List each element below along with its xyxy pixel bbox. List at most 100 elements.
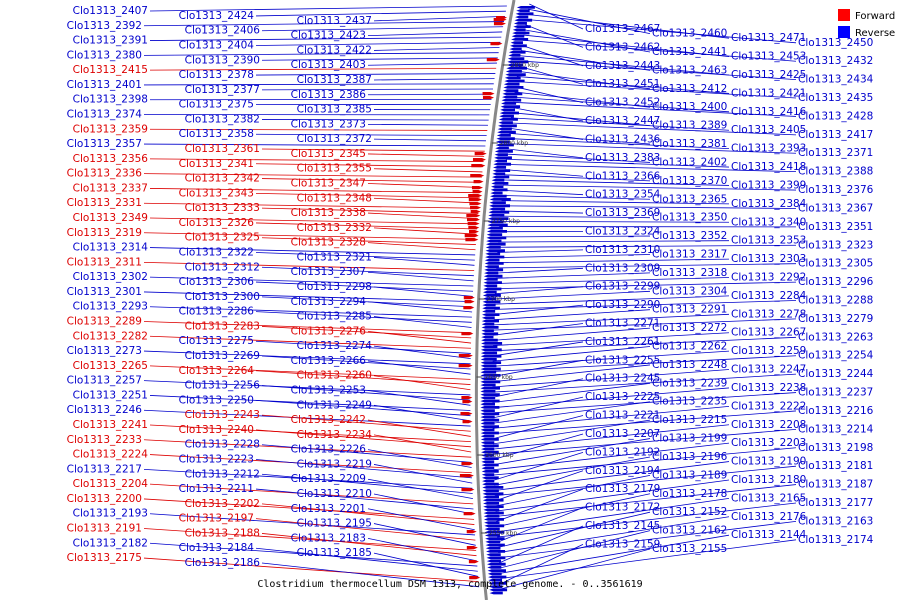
label-leader <box>508 138 730 150</box>
kbp-label: 2700 kbp <box>487 296 515 303</box>
label-leader <box>513 96 730 113</box>
label-leader <box>516 81 797 99</box>
reverse-gene-feature <box>490 194 507 198</box>
reverse-gene-feature <box>487 569 507 572</box>
gene-label: Clo1313_2298 <box>297 281 372 293</box>
reverse-gene-feature <box>483 281 502 284</box>
forward-gene-feature <box>470 210 481 214</box>
reverse-gene-feature <box>484 524 505 528</box>
gene-label: Clo1313_2250 <box>179 394 254 406</box>
gene-label: Clo1313_2202 <box>185 498 260 510</box>
gene-label: Clo1313_2403 <box>291 59 366 71</box>
reverse-gene-feature <box>485 537 505 540</box>
reverse-gene-feature <box>483 278 498 281</box>
gene-label: Clo1313_2349 <box>73 212 148 224</box>
reverse-gene-feature <box>515 15 529 19</box>
reverse-gene-feature <box>499 114 514 118</box>
gene-label: Clo1313_2266 <box>291 355 367 367</box>
gene-label: Clo1313_2159 <box>585 538 660 550</box>
reverse-gene-feature <box>489 201 506 204</box>
gene-features <box>458 6 535 595</box>
gene-label: Clo1313_2323 <box>798 239 873 251</box>
reverse-gene-feature <box>482 303 496 307</box>
label-leader <box>503 179 730 186</box>
reverse-gene-feature <box>484 521 500 524</box>
label-leader <box>493 304 584 315</box>
gene-label: Clo1313_2373 <box>291 118 366 130</box>
label-leader <box>498 240 730 243</box>
gene-label: Clo1313_2399 <box>731 179 806 191</box>
gene-label: Clo1313_2289 <box>67 316 142 328</box>
label-leader <box>519 60 797 81</box>
gene-label: Clo1313_2425 <box>731 69 806 81</box>
legend: Forward Reverse <box>838 9 895 39</box>
label-leader <box>492 415 584 440</box>
label-leader <box>367 153 485 157</box>
label-leader <box>494 456 651 486</box>
reverse-gene-feature <box>513 25 531 28</box>
gene-label: Clo1313_2247 <box>731 364 806 376</box>
genome-axis: 2850 kbp 2800 kbp 2750 kbp 2700 kbp 2650 kbp… <box>474 0 539 600</box>
label-leader <box>506 148 584 159</box>
gene-label: Clo1313_2325 <box>185 232 260 244</box>
label-leader <box>493 313 730 326</box>
reverse-gene-feature <box>506 63 524 67</box>
label-leader <box>493 447 797 476</box>
gene-label: Clo1313_2309 <box>585 262 660 274</box>
gene-label: Clo1313_2354 <box>585 189 661 201</box>
reverse-gene-feature <box>480 364 497 368</box>
label-leader <box>261 119 489 121</box>
forward-gene-feature <box>473 180 484 184</box>
gene-label: Clo1313_2366 <box>585 170 661 182</box>
forward-gene-feature <box>472 190 483 194</box>
reverse-gene-feature <box>483 511 504 515</box>
reverse-gene-feature <box>480 441 495 444</box>
reverse-gene-feature <box>480 434 495 438</box>
label-leader <box>493 438 651 466</box>
gene-label: Clo1313_2248 <box>652 359 727 371</box>
label-leader <box>149 454 472 474</box>
reverse-gene-feature <box>480 428 495 432</box>
reverse-gene-feature <box>481 338 498 342</box>
gene-label: Clo1313_2303 <box>731 253 806 265</box>
label-leader <box>255 133 487 137</box>
gene-label: Clo1313_2341 <box>179 158 254 170</box>
map-caption: Clostridium thermocellum DSM 1313, compl… <box>257 579 642 590</box>
label-leader <box>149 424 471 443</box>
label-leader <box>492 410 797 434</box>
forward-gene-feature <box>463 512 476 516</box>
label-leader <box>497 507 584 543</box>
gene-label: Clo1313_2317 <box>652 248 727 260</box>
reverse-gene-feature <box>491 185 504 188</box>
gene-label: Clo1313_2290 <box>585 299 660 311</box>
forward-gene-feature <box>471 186 483 190</box>
gene-label: Clo1313_2222 <box>731 400 806 412</box>
gene-label: Clo1313_2300 <box>185 291 260 303</box>
reverse-gene-feature <box>481 326 499 329</box>
gene-label: Clo1313_2197 <box>179 513 254 525</box>
reverse-gene-feature <box>482 297 497 300</box>
label-leader <box>373 552 479 577</box>
label-leader <box>261 207 479 214</box>
gene-label: Clo1313_2178 <box>652 488 727 500</box>
reverse-gene-feature <box>491 182 509 185</box>
label-leader <box>143 350 471 365</box>
gene-label: Clo1313_2375 <box>179 99 254 111</box>
gene-label: Clo1313_2184 <box>179 542 255 554</box>
label-leader <box>499 530 651 569</box>
label-leader <box>495 474 651 507</box>
label-leader <box>149 247 476 256</box>
label-leader <box>255 163 483 168</box>
reverse-gene-feature <box>490 191 503 195</box>
label-leader <box>511 112 651 127</box>
gene-label: Clo1313_2272 <box>652 322 727 334</box>
gene-label: Clo1313_2422 <box>297 44 372 56</box>
forward-gene-feature <box>474 152 487 156</box>
label-leader <box>261 237 476 245</box>
reverse-gene-feature <box>481 460 495 464</box>
gene-label: Clo1313_2402 <box>652 156 727 168</box>
gene-label: Clo1313_2412 <box>652 83 727 95</box>
label-leader <box>149 5 507 12</box>
label-leader <box>143 557 479 583</box>
reverse-gene-feature <box>486 242 506 246</box>
